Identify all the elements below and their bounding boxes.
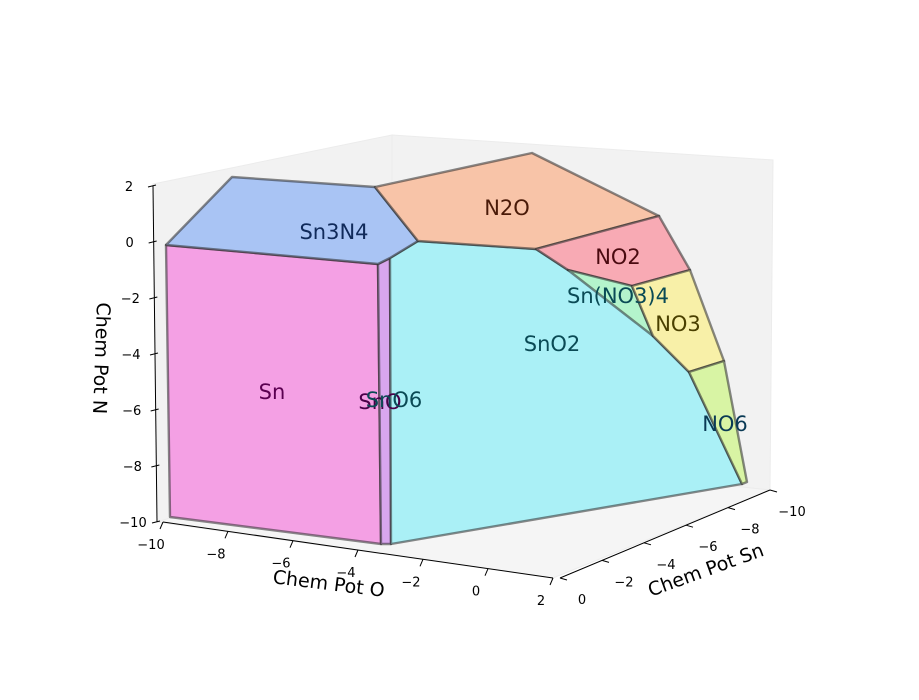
y-tick bbox=[727, 507, 736, 511]
y-tick bbox=[685, 524, 694, 528]
z-tick bbox=[151, 520, 161, 524]
region-label-sn: Sn bbox=[259, 380, 286, 404]
region-label-sno2: SnO2 bbox=[524, 332, 581, 356]
region-label-sno-sliver: SnO bbox=[358, 390, 401, 414]
region-label-n2o: N2O bbox=[484, 196, 530, 220]
z-tick bbox=[148, 240, 157, 244]
x-tick bbox=[159, 521, 164, 530]
y-tick bbox=[643, 542, 652, 546]
region-face-no6 bbox=[687, 359, 749, 486]
z-tick bbox=[149, 352, 159, 356]
x-tick-label: 2 bbox=[537, 594, 545, 609]
x-tick bbox=[549, 577, 554, 586]
x-tick bbox=[419, 559, 424, 567]
region-label-sn-no3-4: Sn(NO3)4 bbox=[567, 284, 669, 308]
z-tick bbox=[151, 464, 160, 468]
region-faces bbox=[164, 151, 749, 546]
x-tick bbox=[224, 531, 229, 539]
x-axis-label: Chem Pot O bbox=[272, 566, 386, 602]
region-label-no3: NO3 bbox=[655, 312, 701, 336]
x-tick bbox=[484, 568, 489, 576]
y-axis-line bbox=[559, 489, 771, 579]
z-axis-label: Chem Pot N bbox=[88, 302, 114, 414]
z-tick-label: −10 bbox=[119, 516, 146, 531]
z-tick bbox=[149, 296, 158, 300]
region-labels: Sn SnO SnO2 Sn3N4 N2O NO2 Sn(NO3)4 NO3 NO6 SnO6 bbox=[259, 196, 748, 436]
z-tick-label: 2 bbox=[125, 180, 133, 195]
region-label-no6: NO6 bbox=[702, 412, 748, 436]
x-tick-label: 0 bbox=[472, 585, 480, 600]
region-label-no2: NO2 bbox=[595, 245, 641, 269]
z-tick bbox=[150, 408, 159, 412]
y-tick-label: −6 bbox=[698, 540, 717, 555]
x-tick-label: −6 bbox=[271, 557, 290, 572]
x-tick-label: −4 bbox=[336, 566, 355, 581]
x-tick-label: −10 bbox=[137, 538, 164, 553]
y-tick-label: 0 bbox=[578, 593, 586, 608]
region-label-sno6: SnO6 bbox=[366, 388, 423, 412]
z-tick bbox=[147, 184, 157, 188]
x-tick bbox=[289, 540, 294, 548]
x-tick-label: −2 bbox=[401, 575, 420, 590]
y-tick-label: −2 bbox=[614, 575, 633, 590]
y-tick-label: −8 bbox=[740, 523, 759, 538]
z-tick-label: −4 bbox=[121, 348, 140, 363]
x-tick bbox=[354, 549, 359, 558]
y-tick-label: −4 bbox=[656, 558, 675, 573]
z-tick-label: −2 bbox=[121, 292, 140, 307]
y-tick bbox=[559, 577, 568, 581]
region-label-sn3n4: Sn3N4 bbox=[299, 220, 368, 244]
y-tick bbox=[769, 489, 778, 493]
y-tick bbox=[601, 559, 610, 563]
x-tick-label: −8 bbox=[206, 547, 225, 562]
z-tick-label: 0 bbox=[126, 236, 134, 251]
y-tick-label: −10 bbox=[778, 505, 805, 520]
z-tick-label: −8 bbox=[123, 460, 142, 475]
z-tick-label: −6 bbox=[122, 404, 141, 419]
